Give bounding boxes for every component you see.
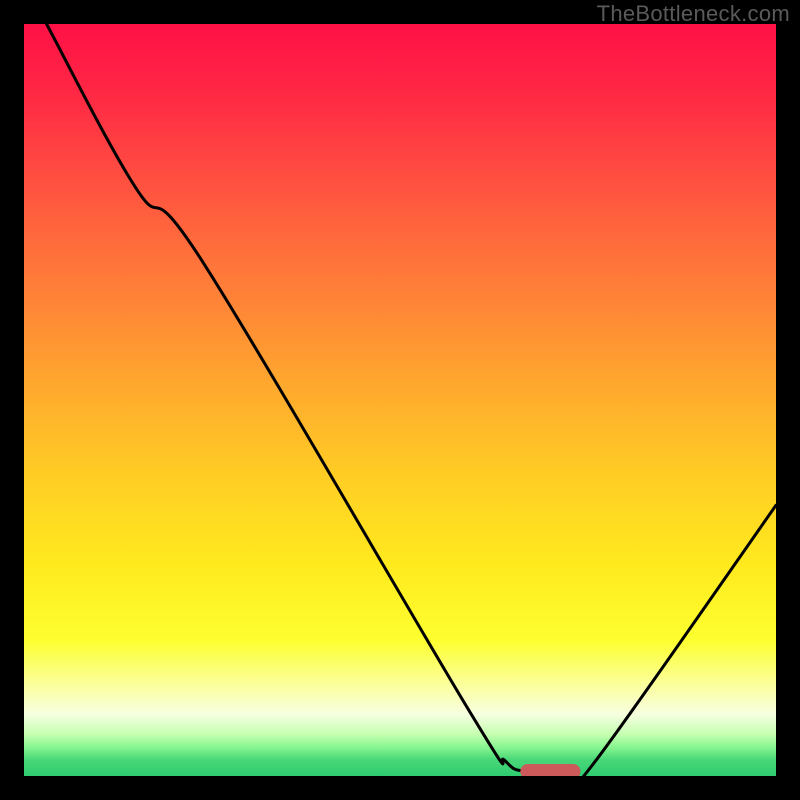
chart-container: TheBottleneck.com — [0, 0, 800, 800]
optimal-marker — [520, 764, 580, 776]
chart-svg — [24, 24, 776, 776]
watermark: TheBottleneck.com — [597, 1, 790, 27]
plot-area — [24, 24, 776, 776]
gradient-background — [24, 24, 776, 776]
